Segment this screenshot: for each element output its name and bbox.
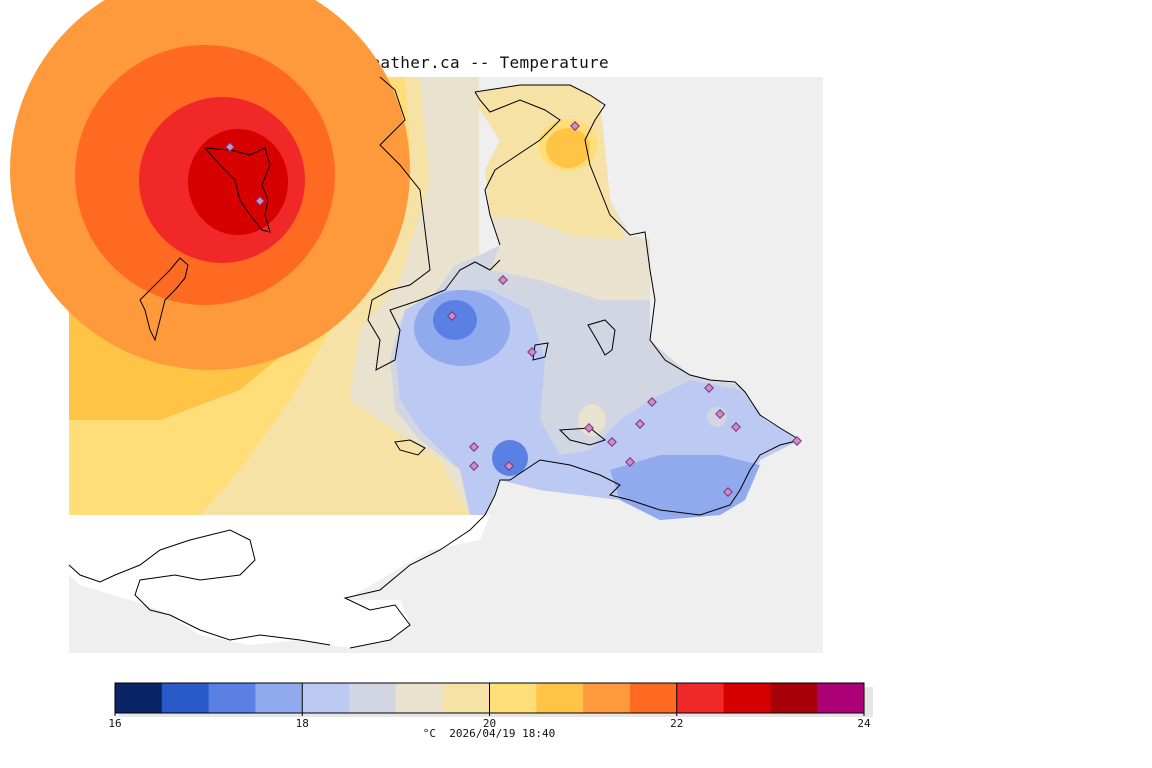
station-marker	[704, 383, 714, 393]
station-marker	[504, 461, 514, 471]
legend-bin	[208, 683, 256, 713]
legend-bin	[161, 683, 210, 713]
station-marker	[469, 461, 479, 471]
cool-spot-south	[610, 455, 760, 520]
island-strait	[394, 439, 426, 456]
coast-mainland-west	[367, 76, 501, 371]
cool-spot-west-inner	[433, 300, 477, 340]
legend-bins	[115, 683, 865, 713]
legend-bin	[770, 683, 818, 713]
station-marker	[647, 397, 657, 407]
legend-bin	[349, 683, 397, 713]
legend-bin	[255, 683, 303, 713]
station-marker	[715, 409, 725, 419]
contour-22-5	[188, 129, 288, 235]
legend-tick-label: 20	[482, 717, 497, 730]
station-marker	[225, 142, 235, 152]
legend-tick-label: 18	[295, 717, 309, 730]
island-north	[203, 147, 271, 233]
legend-caption: °C 2026/04/19 18:40	[422, 727, 556, 740]
legend-tick-label: 24	[857, 717, 871, 730]
station-marker	[635, 419, 645, 429]
legend-bin	[817, 683, 865, 713]
station-marker	[625, 457, 635, 467]
station-marker	[255, 196, 265, 206]
station-markers	[225, 121, 802, 497]
station-marker	[607, 437, 617, 447]
legend-tick-label: 16	[108, 717, 122, 730]
station-marker	[584, 423, 594, 433]
coast-peninsula-north	[474, 91, 561, 246]
station-marker	[498, 275, 508, 285]
coast-south-shore	[68, 529, 331, 646]
legend-bin	[676, 683, 725, 713]
legend-bin	[723, 683, 771, 713]
coastlines	[68, 76, 802, 649]
temperature-field-west	[10, 0, 479, 515]
cool-spot-harbour	[492, 440, 528, 476]
legend-bin	[583, 683, 631, 713]
landmass-south	[69, 515, 490, 648]
station-marker	[731, 422, 741, 432]
legend-bin	[395, 683, 444, 713]
station-marker	[792, 436, 802, 446]
station-marker	[527, 347, 537, 357]
legend-bin	[536, 683, 584, 713]
station-marker	[723, 487, 733, 497]
legend-bin	[115, 683, 163, 713]
legend-bin	[302, 683, 350, 713]
coast-peninsula	[343, 84, 802, 649]
island-centre	[587, 319, 616, 356]
station-marker	[469, 442, 479, 452]
station-marker	[447, 311, 457, 321]
temperature-field-east	[390, 85, 800, 520]
station-marker	[570, 121, 580, 131]
legend-tick-marks	[114, 683, 865, 716]
north-warm-core	[546, 128, 590, 168]
island-west	[139, 257, 189, 342]
legend-bin	[489, 683, 537, 713]
legend-bin	[442, 683, 490, 713]
legend-bin	[629, 683, 678, 713]
legend-tick-label: 22	[670, 717, 684, 730]
